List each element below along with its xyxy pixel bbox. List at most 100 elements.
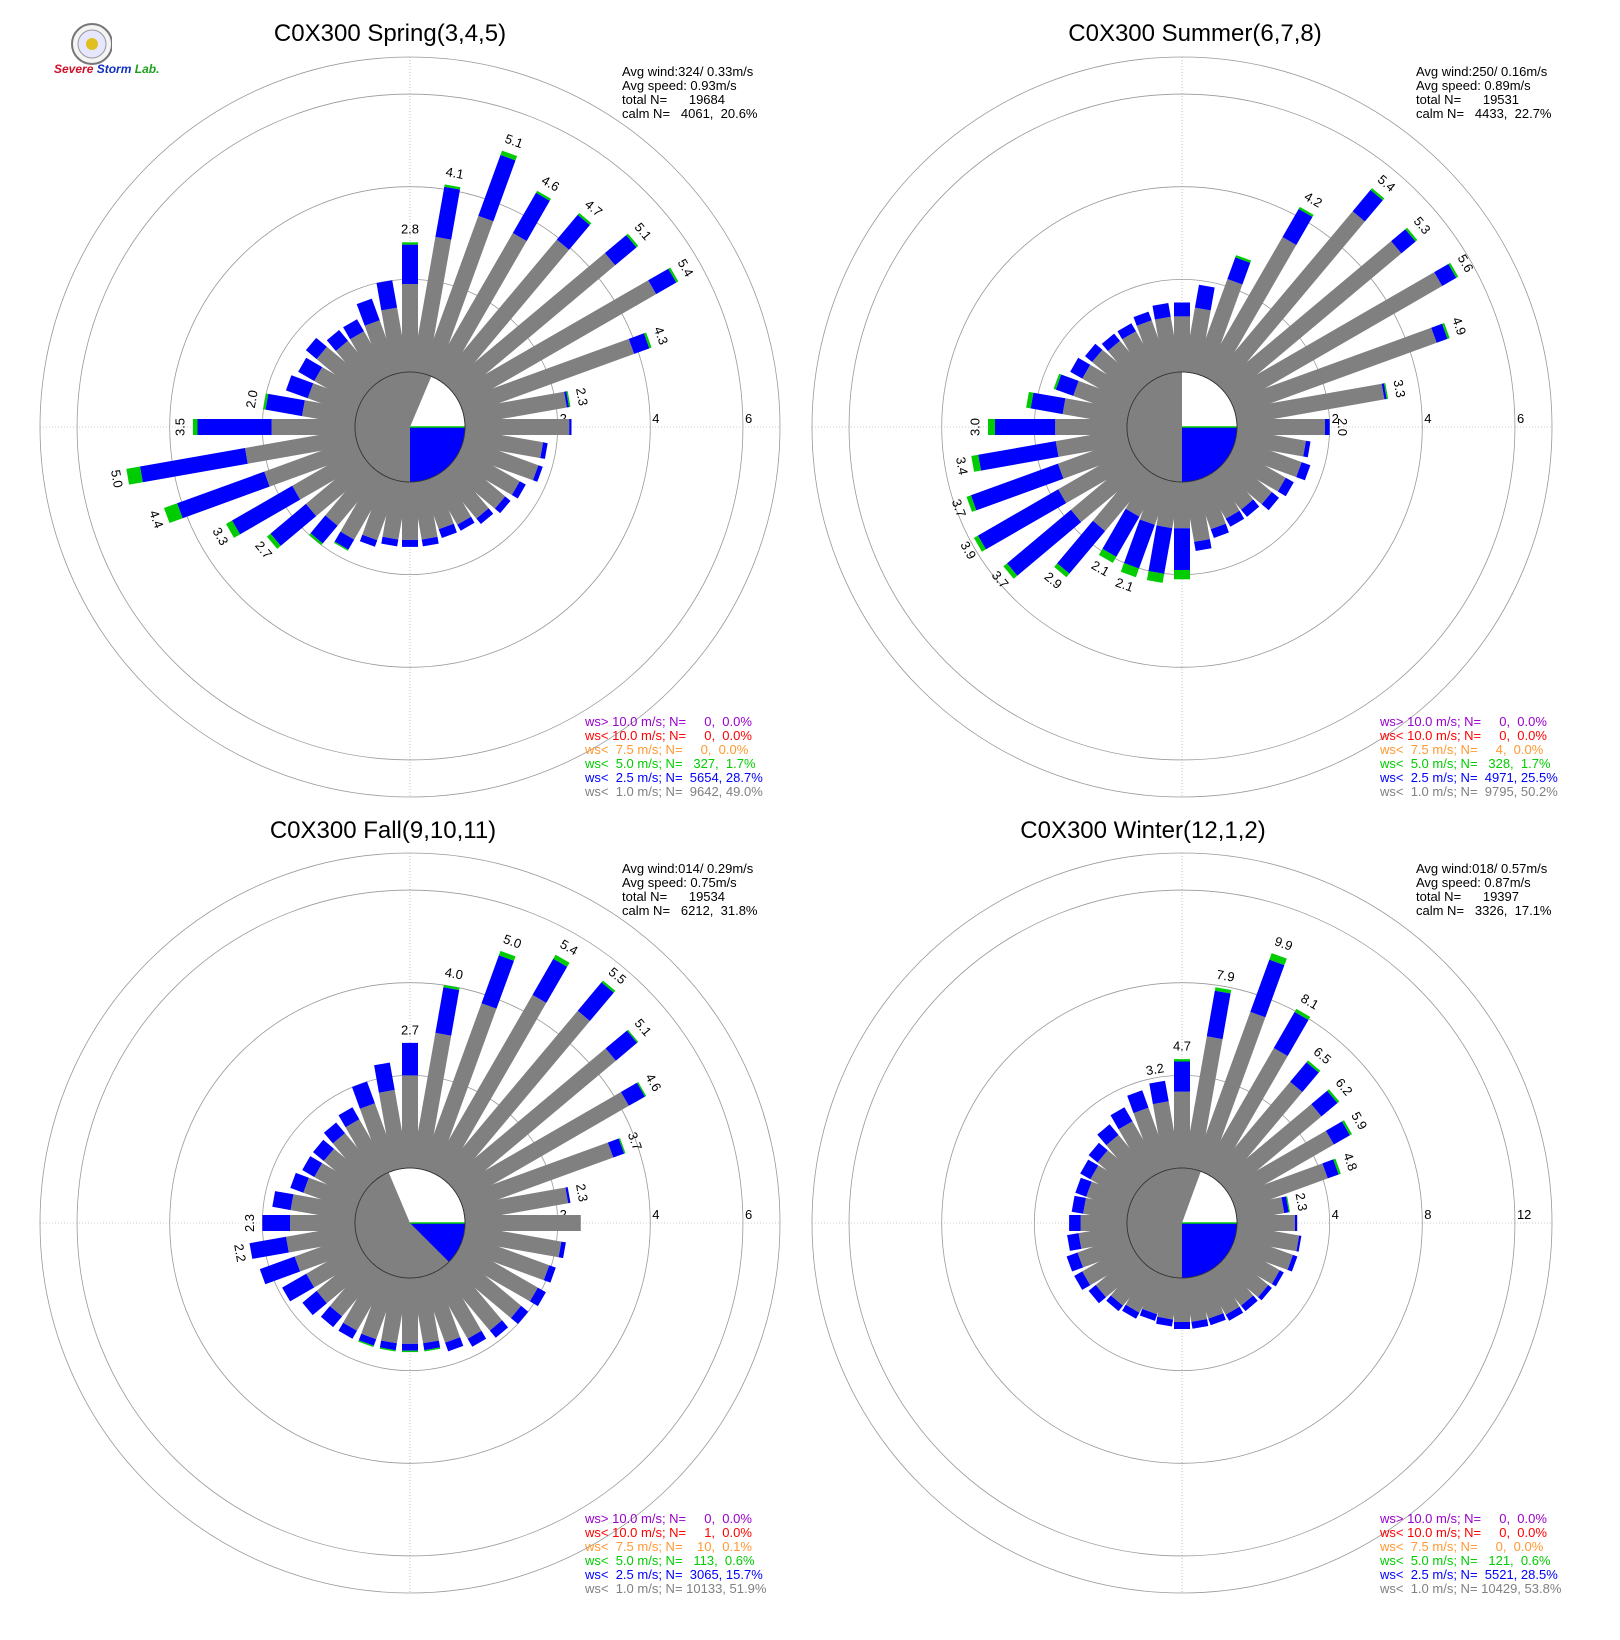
bar-segment-lt2_5	[564, 391, 570, 408]
bar-segment-lt5	[1098, 548, 1117, 563]
bar-value-label: 3.2	[1145, 1060, 1165, 1078]
bar-segment-lt2_5	[338, 1107, 360, 1128]
bar-segment-lt1	[1193, 1271, 1224, 1319]
bar-segment-lt5	[1026, 391, 1034, 409]
bar-value-label: 2.7	[401, 1022, 419, 1037]
bar-segment-lt1	[1211, 464, 1254, 510]
bar-segment-lt5	[358, 1340, 374, 1348]
bar-segment-lt1	[1225, 272, 1443, 407]
bar-segment-lt1	[1225, 1130, 1334, 1203]
bar-segment-lt1	[1125, 1266, 1162, 1313]
bar-value-label: 3.3	[210, 525, 232, 548]
bar-segment-lt2_5	[1102, 508, 1140, 557]
bar-segment-lt2_5	[1241, 1295, 1258, 1312]
bar-segment-lt1	[453, 1092, 629, 1203]
stats-total-n: total N= 19534	[622, 889, 725, 904]
bar-segment-lt1	[264, 438, 362, 487]
bar-segment-lt5	[1370, 188, 1385, 201]
legend-item: ws> 10.0 m/s; N= 0, 0.0%	[1380, 1511, 1547, 1526]
bar-segment-lt1	[271, 419, 355, 435]
bar-segment-lt2_5	[285, 375, 314, 399]
bar-value-label: 2.0	[243, 389, 261, 409]
bar-segment-lt2_5	[379, 1340, 397, 1351]
bar-segment-lt1	[1219, 1104, 1322, 1194]
bar-segment-lt5	[973, 535, 986, 552]
bar-segment-lt1	[286, 1224, 358, 1253]
chart-title: C0X300 Fall(9,10,11)	[269, 817, 497, 844]
bar-segment-lt1	[1152, 1101, 1181, 1171]
bar-value-label: 3.5	[172, 418, 187, 436]
bar-segment-lt2_5	[1066, 1252, 1083, 1272]
bar-segment-lt2_5	[320, 1306, 343, 1328]
bar-segment-lt2_5	[1124, 519, 1155, 569]
legend: ws> 10.0 m/s; N= 0, 0.0% ws< 10.0 m/s; N…	[1380, 715, 1558, 799]
bar-value-label: 4.1	[445, 164, 465, 182]
bar-segment-lt1	[1183, 307, 1211, 375]
bar-segment-lt5	[1298, 206, 1314, 217]
wind-rose-panel-spring: 2 4 6 2.8 4.1 5.1 4.6 4.7 5.1 5.4 4.3 2.3 2.7 3.3 4.4 5…	[0, 0, 810, 820]
bar-segment-lt1	[1156, 479, 1181, 529]
bar-segment-lt2_5	[476, 508, 494, 524]
bar-value-label: 9.9	[1273, 933, 1295, 953]
bar-segment-lt5	[266, 533, 281, 549]
bar-value-label: 3.7	[625, 1130, 645, 1152]
bar-segment-lt1	[1055, 419, 1127, 435]
bar-segment-lt1	[364, 320, 399, 379]
chart-title: C0X300 Spring(3,4,5)	[273, 20, 507, 47]
bar-value-label: 2.3	[573, 1183, 591, 1203]
bar-segment-lt2_5	[1296, 462, 1311, 481]
bar-value-label: 3.4	[953, 456, 971, 476]
bar-segment-lt5	[536, 190, 551, 201]
bar-segment-lt1	[439, 1010, 590, 1186]
bar-segment-lt5	[1053, 373, 1062, 390]
bar-value-label: 3.9	[957, 539, 979, 562]
bar-segment-lt2_5	[1227, 257, 1251, 285]
legend-item: ws< 10.0 m/s; N= 1, 0.0%	[585, 1525, 752, 1540]
bar-segment-lt1	[1090, 1165, 1139, 1203]
legend-item: ws< 5.0 m/s; N= 121, 0.6%	[1380, 1553, 1551, 1568]
bar-segment-lt5	[566, 391, 571, 408]
bar-segment-lt5	[626, 1029, 639, 1043]
stats-avg-wind: Avg wind:018/ 0.57m/s	[1416, 861, 1548, 876]
chart-title: C0X300 Winter(12,1,2)	[1020, 817, 1266, 844]
bar-segment-lt2_5	[358, 1333, 377, 1346]
lab-logo-text: Severe Storm Lab.	[54, 62, 159, 76]
bar-segment-lt2_5	[558, 1241, 566, 1259]
bar-segment-lt2_5	[265, 393, 305, 417]
calm-wedge-grey	[1127, 1168, 1201, 1278]
radial-tick-label: 12	[1517, 1207, 1531, 1222]
bar-segment-lt1	[1225, 1243, 1280, 1285]
bar-segment-lt1	[343, 1266, 390, 1331]
bar-segment-lt2_5	[1206, 990, 1231, 1040]
bar-segment-lt2_5	[302, 1290, 327, 1316]
bar-segment-lt2_5	[1174, 1061, 1190, 1092]
bar-segment-lt1	[1092, 349, 1145, 398]
bar-segment-lt2_5	[1194, 284, 1215, 311]
bar-value-label: 6.5	[1311, 1044, 1334, 1067]
bar-value-label: 5.9	[1348, 1109, 1370, 1132]
legend-item: ws< 2.5 m/s; N= 5521, 28.5%	[1380, 1567, 1558, 1582]
bar-segment-lt1	[430, 233, 527, 384]
bar-segment-lt1	[421, 475, 454, 530]
bar-segment-lt2_5	[1106, 1295, 1123, 1312]
bar-segment-lt1	[430, 470, 472, 525]
bar-segment-lt2_5	[323, 1122, 345, 1144]
calm-wedge-blue	[1182, 1223, 1237, 1278]
calm-circle-outline	[1126, 371, 1238, 483]
wind-rose-plot: 2 4 62.84.15.14.64.75.15.44.32.32.73.34.45…	[39, 56, 781, 798]
bar-segment-lt1	[462, 1187, 569, 1222]
bar-segment-lt1	[362, 475, 399, 541]
bar-segment-lt2_5	[1148, 525, 1173, 574]
bar-segment-lt2_5	[298, 357, 323, 381]
bar-segment-lt1	[1055, 428, 1130, 457]
bar-segment-lt1	[1070, 456, 1145, 523]
bar-segment-lt2_5	[1273, 1011, 1309, 1056]
bar-value-label: 3.0	[967, 418, 982, 436]
legend-item: ws> 10.0 m/s; N= 0, 0.0%	[585, 1511, 752, 1526]
bar-segment-lt2_5	[402, 1343, 418, 1351]
bar-segment-lt1	[402, 1278, 418, 1344]
bar-segment-lt1	[1183, 1036, 1223, 1171]
stats-total-n: total N= 19397	[1416, 889, 1519, 904]
lab-seal-icon	[71, 23, 113, 65]
bar-segment-lt5	[643, 332, 652, 349]
